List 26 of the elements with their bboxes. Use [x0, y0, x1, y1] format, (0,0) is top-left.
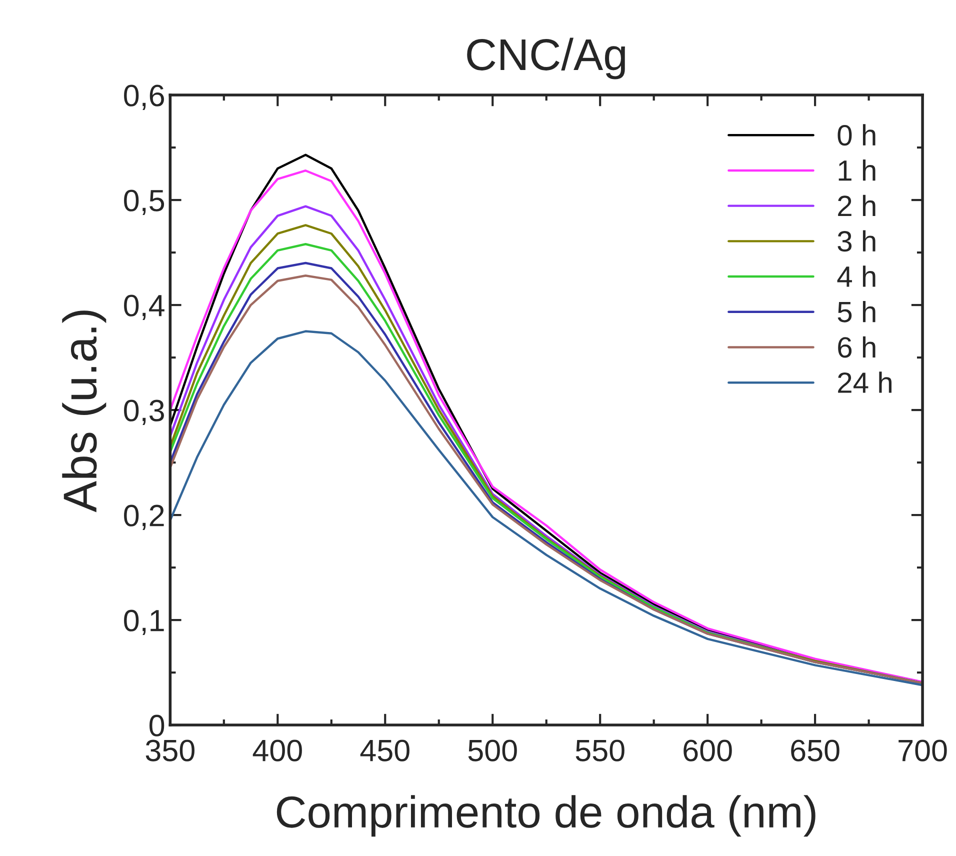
y-tick-label: 0 — [150, 714, 164, 736]
y-tick-label: 0,3 — [124, 400, 164, 426]
chart-title: CNC/Ag — [467, 38, 625, 80]
legend-label: 3 h — [838, 230, 876, 252]
y-tick-label: 0,5 — [124, 190, 164, 215]
x-tick-label: 450 — [360, 740, 410, 762]
x-tick-label: 550 — [576, 740, 624, 762]
y-tick-label: 0,6 — [124, 84, 164, 110]
y-tick-label: 0,2 — [124, 504, 164, 530]
x-tick-label: 400 — [252, 740, 302, 762]
x-tick-label: 700 — [898, 740, 947, 762]
y-tick-label: 0,1 — [124, 610, 164, 636]
legend-label: 5 h — [838, 300, 876, 322]
y-tick-label: 0,4 — [124, 294, 164, 320]
x-tick-label: 350 — [146, 740, 194, 762]
legend-label: 2 h — [838, 194, 876, 216]
legend-label: 0 h — [838, 124, 876, 146]
y-axis-title: Abs (u.a.) — [62, 310, 106, 512]
x-tick-label: 600 — [684, 740, 732, 762]
legend-label: 1 h — [838, 160, 876, 181]
legend-label: 4 h — [837, 266, 876, 287]
x-axis-title: Comprimento de onda (nm) — [276, 795, 816, 837]
x-tick-label: 500 — [468, 740, 517, 762]
legend-label: 24 h — [838, 372, 892, 393]
x-tick-label: 650 — [791, 740, 840, 762]
legend-label: 6 h — [838, 336, 876, 358]
